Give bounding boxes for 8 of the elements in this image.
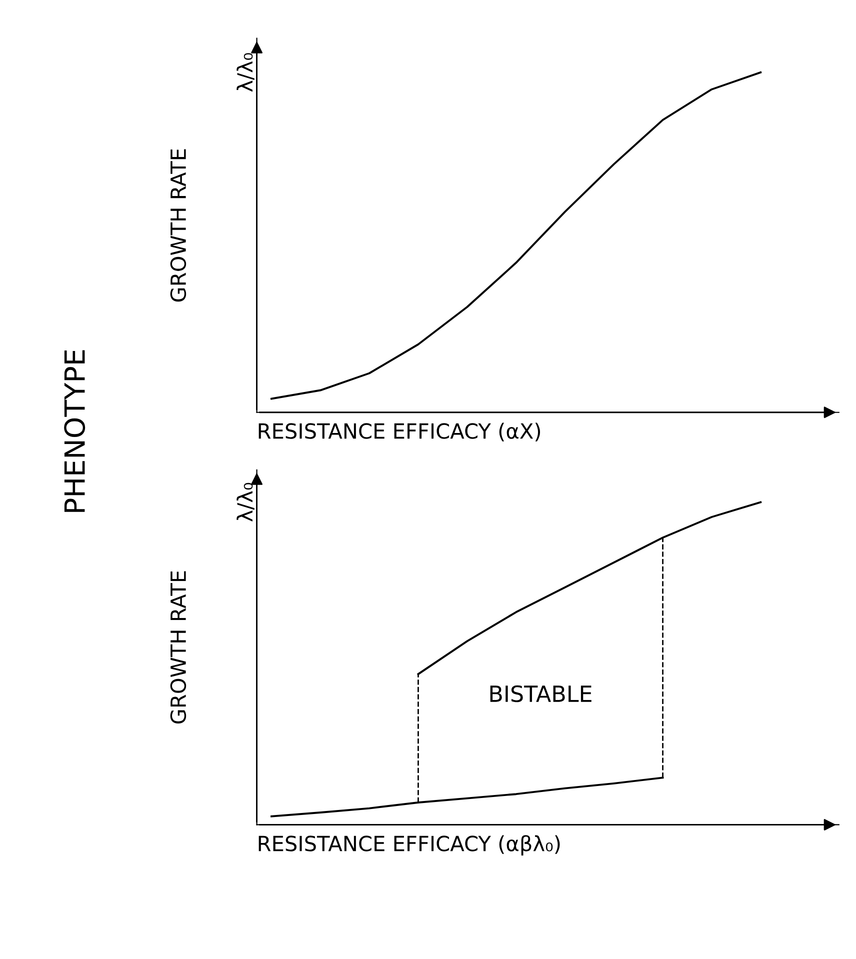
annotation: λ/λ₀ [236,53,254,92]
text: PHENOTYPE [64,350,86,512]
y-axis-title: GROWTH RATE [170,149,186,302]
annotation: BISTABLE [490,685,592,702]
annotation: λ/λ₀ [236,482,254,522]
y-axis-title: GROWTH RATE [170,571,186,724]
x-axis-title: RESISTANCE EFFICACY (αβλ₀) [258,835,560,856]
x-axis-title: RESISTANCE EFFICACY (αX) [258,422,540,442]
